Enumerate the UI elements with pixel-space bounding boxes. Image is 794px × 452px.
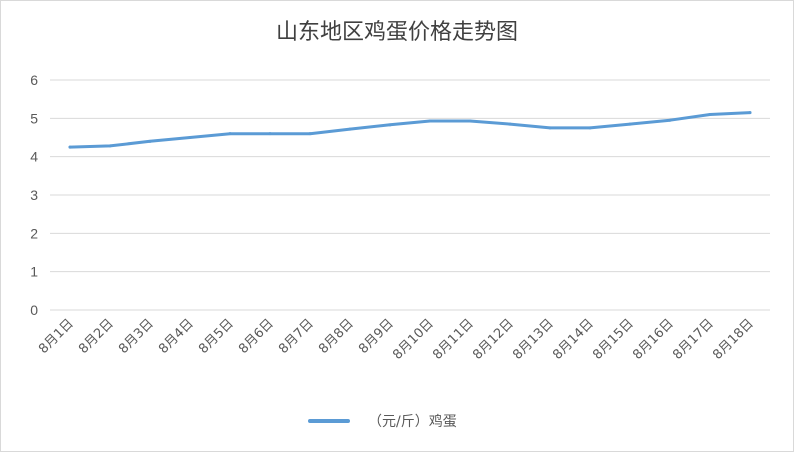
legend-swatch — [308, 419, 350, 423]
data-point — [388, 123, 392, 127]
x-tick-label: 8月13日 — [510, 316, 557, 363]
x-axis-ticks: 8月1日 8月2日 8月3日 8月4日 8月5日 8月6日 8月7日 8月8日 8月9日8月10… — [36, 316, 757, 363]
y-axis-ticks: 0 1 2 3 4 5 6 — [30, 72, 38, 318]
x-tick-label: 8月16日 — [630, 316, 677, 363]
legend-label: （元/斤）鸡蛋 — [368, 414, 457, 430]
data-point — [708, 113, 712, 116]
x-tick-label: 8月8日 — [316, 316, 357, 357]
data-point — [228, 132, 232, 136]
x-tick-label: 8月2日 — [76, 316, 117, 357]
chart-title: 山东地区鸡蛋价格走势图 — [275, 20, 518, 45]
data-point — [668, 118, 672, 122]
data-point — [68, 145, 72, 149]
y-tick-label: 1 — [30, 264, 38, 280]
x-tick-label: 8月12日 — [470, 316, 517, 363]
x-tick-label: 8月10日 — [390, 316, 437, 363]
y-tick-label: 4 — [30, 149, 38, 165]
x-tick-label: 8月15日 — [590, 316, 637, 363]
data-point — [268, 132, 272, 136]
data-point — [628, 122, 632, 126]
x-tick-label: 8月14日 — [550, 316, 597, 363]
data-point — [748, 111, 752, 115]
gridlines — [50, 79, 770, 311]
x-tick-label: 8月11日 — [430, 316, 477, 363]
x-tick-label: 8月4日 — [156, 316, 197, 357]
y-tick-label: 5 — [30, 110, 38, 126]
data-point — [508, 122, 512, 126]
data-point — [348, 127, 352, 131]
x-tick-label: 8月1日 — [36, 316, 77, 357]
legend: （元/斤）鸡蛋 — [308, 410, 457, 432]
x-tick-label: 8月18日 — [710, 316, 757, 363]
x-tick-label: 8月6日 — [236, 316, 277, 357]
data-point — [428, 119, 432, 123]
data-point — [308, 132, 312, 136]
series-line-eggs — [68, 111, 752, 149]
x-tick-label: 8月17日 — [670, 316, 717, 363]
data-point — [548, 126, 552, 130]
data-point — [468, 119, 472, 123]
y-tick-label: 2 — [30, 225, 38, 241]
x-tick-label: 8月3日 — [116, 316, 157, 357]
y-tick-label: 0 — [30, 302, 38, 318]
y-tick-label: 3 — [30, 187, 38, 203]
x-tick-label: 8月7日 — [276, 316, 317, 357]
series-layer — [68, 111, 752, 149]
data-point — [588, 126, 592, 130]
data-point — [188, 136, 192, 139]
data-point — [108, 144, 112, 148]
x-tick-label: 8月5日 — [196, 316, 237, 357]
y-tick-label: 6 — [30, 72, 38, 88]
data-point — [148, 139, 152, 143]
